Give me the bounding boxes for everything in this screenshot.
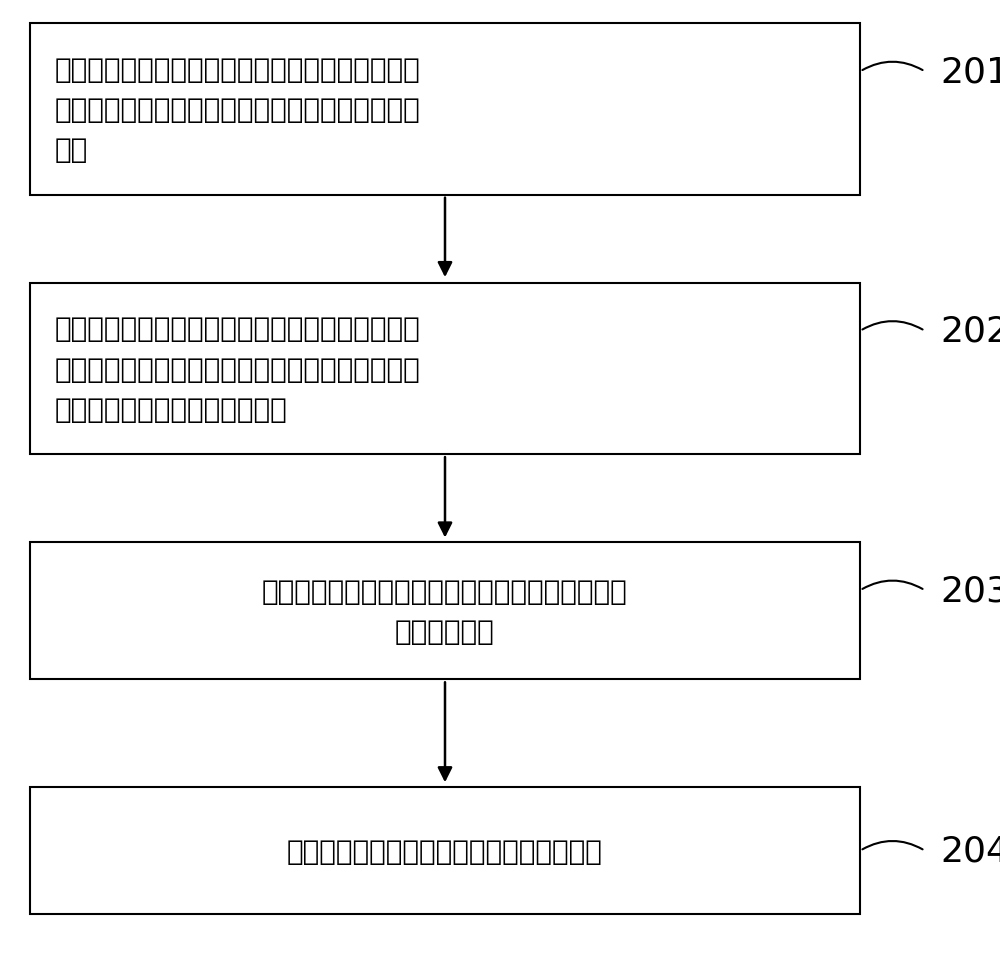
Text: 获取当前在宿主机上运行的容器数量、共享文件系
统的存储总用量、所述共享文件系统的当前存储使
用量: 获取当前在宿主机上运行的容器数量、共享文件系 统的存储总用量、所述共享文件系统的… — [55, 56, 421, 164]
Text: 根据所述宿主机存储异常信息确定异常容器: 根据所述宿主机存储异常信息确定异常容器 — [287, 837, 603, 865]
Text: 203: 203 — [940, 574, 1000, 607]
Bar — [30, 284, 860, 455]
Bar — [30, 543, 860, 680]
Text: 根据所述容器数量、所述共享文件系统的存储总用
量、所述共享文件系统的当前存储使用量，判断所
述宿主机存储是否满足超限条件: 根据所述容器数量、所述共享文件系统的存储总用 量、所述共享文件系统的当前存储使用… — [55, 315, 421, 423]
Text: 201: 201 — [940, 56, 1000, 89]
Text: 若所述宿主机存储满足所述超限条件，发送宿主机
存储异常信息: 若所述宿主机存储满足所述超限条件，发送宿主机 存储异常信息 — [262, 577, 628, 645]
Bar — [30, 24, 860, 196]
Text: 202: 202 — [940, 315, 1000, 348]
Text: 204: 204 — [940, 834, 1000, 867]
Bar — [30, 787, 860, 914]
